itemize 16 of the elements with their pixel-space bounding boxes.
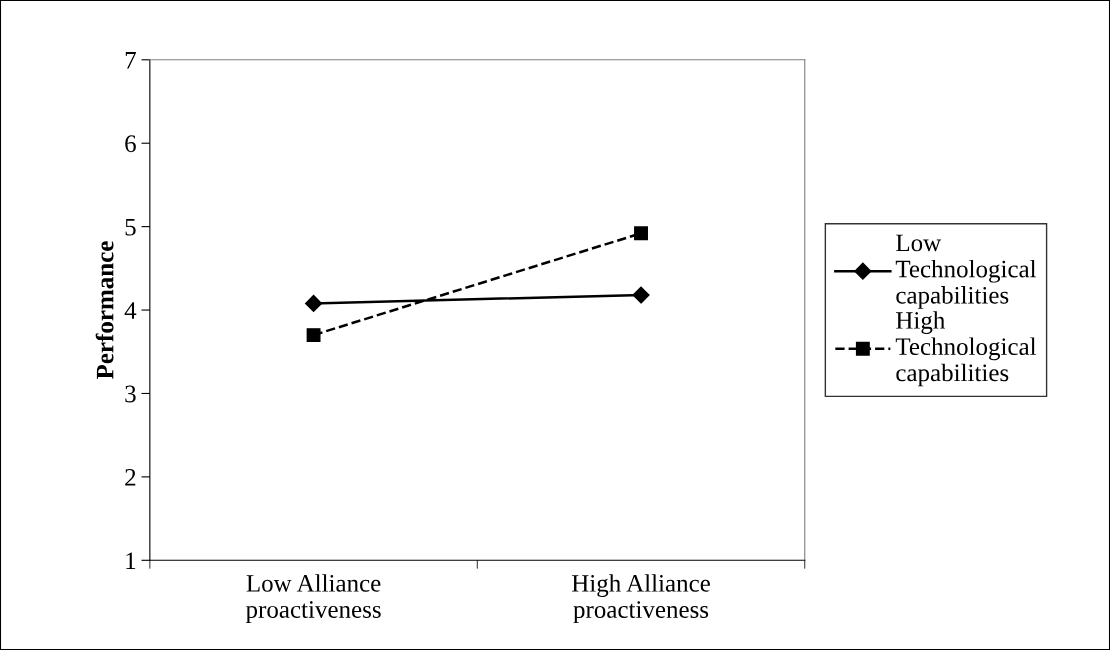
y-tick-label: 7 [125, 52, 136, 69]
y-tick-label: 1 [126, 552, 136, 569]
point [634, 226, 648, 241]
point [305, 294, 323, 312]
y-tick-label: 3 [125, 385, 136, 403]
point [306, 328, 321, 343]
x-tick-label: High Alliance proactiveness [571, 574, 710, 624]
y-tick-label: 5 [125, 218, 136, 236]
legend-label: High Technological capabilities [895, 311, 1037, 387]
y-tick-label: 6 [125, 135, 136, 153]
x-tick-label: Low Alliance proactiveness [245, 574, 381, 623]
legend-label: Low Technological capabilities [895, 234, 1037, 309]
y-tick-label: 4 [124, 302, 137, 319]
y-tick-label: 2 [125, 469, 136, 486]
y-axis-title: Performance [95, 241, 114, 380]
point [632, 286, 650, 304]
